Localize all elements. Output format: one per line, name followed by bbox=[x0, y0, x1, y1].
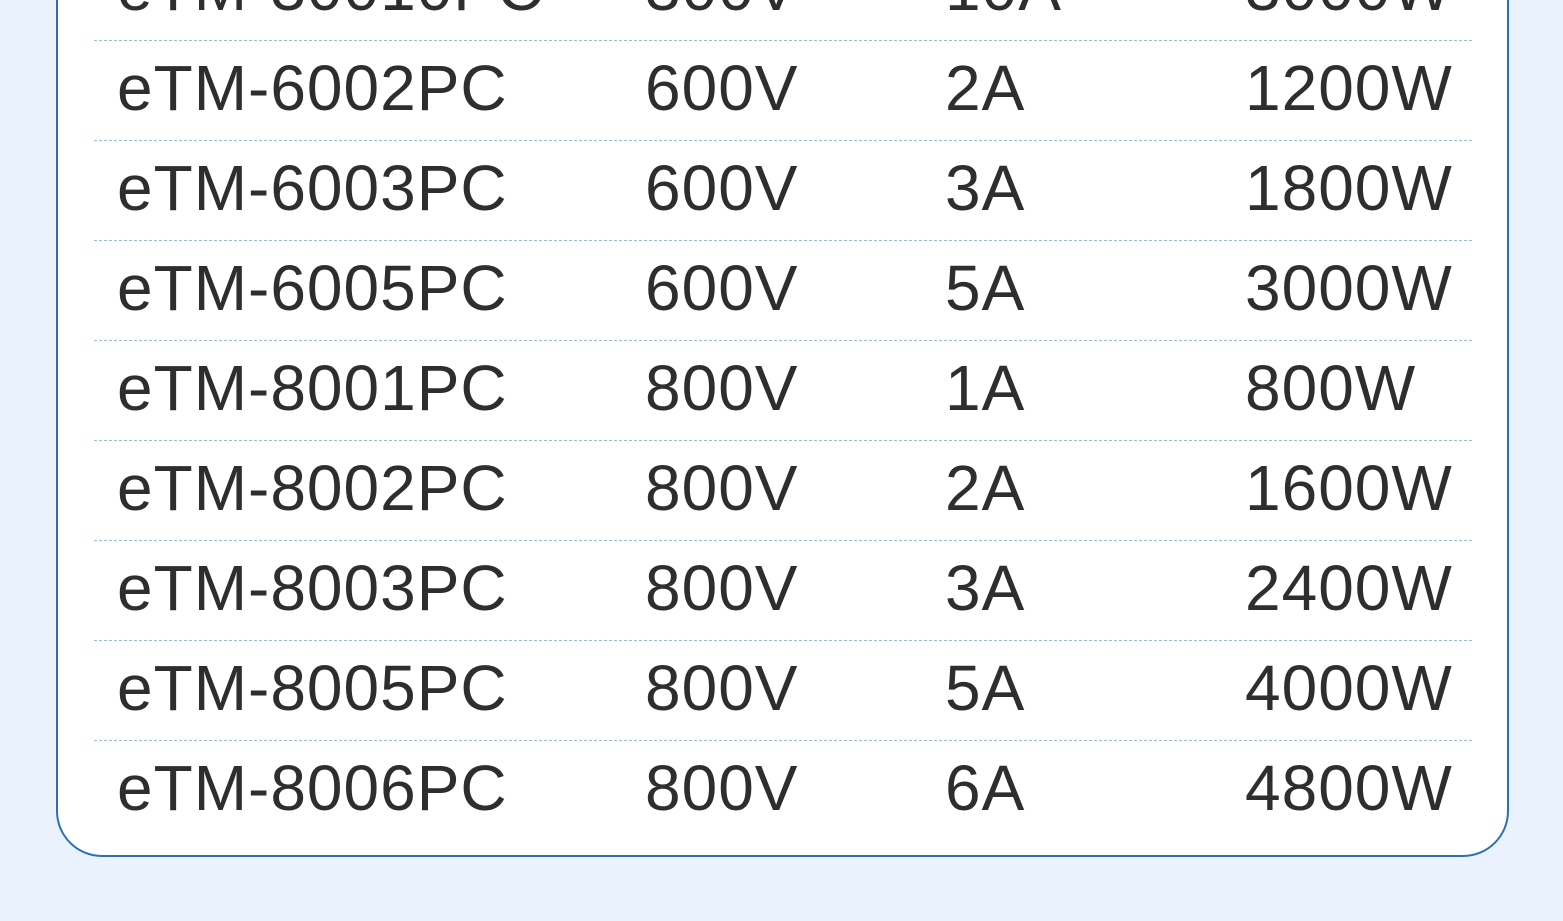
model-cell: eTM-8003PC bbox=[117, 552, 508, 624]
table-row: eTM-8003PC 800V 3A 2400W bbox=[94, 540, 1472, 641]
current-cell: 5A bbox=[945, 652, 1026, 724]
table-row: eTM-6003PC 600V 3A 1800W bbox=[94, 140, 1472, 241]
model-cell: eTM-8002PC bbox=[117, 452, 508, 524]
model-cell: eTM-6003PC bbox=[117, 152, 508, 224]
current-cell: 5A bbox=[945, 252, 1026, 324]
power-cell: 1200W bbox=[1245, 52, 1453, 124]
model-cell: eTM-8001PC bbox=[117, 352, 508, 424]
voltage-cell: 600V bbox=[645, 52, 799, 124]
voltage-cell: 800V bbox=[645, 552, 799, 624]
current-cell: 2A bbox=[945, 52, 1026, 124]
table-row: eTM-30010PC 300V 10A 3000W bbox=[94, 0, 1472, 41]
voltage-cell: 800V bbox=[645, 352, 799, 424]
table-row: eTM-8006PC 800V 6A 4800W bbox=[94, 740, 1472, 840]
model-cell: eTM-6005PC bbox=[117, 252, 508, 324]
model-cell: eTM-8006PC bbox=[117, 752, 508, 824]
power-cell: 2400W bbox=[1245, 552, 1453, 624]
voltage-cell: 800V bbox=[645, 652, 799, 724]
power-cell: 4000W bbox=[1245, 652, 1453, 724]
current-cell: 6A bbox=[945, 752, 1026, 824]
current-cell: 2A bbox=[945, 452, 1026, 524]
power-cell: 3000W bbox=[1245, 0, 1453, 40]
voltage-cell: 600V bbox=[645, 252, 799, 324]
power-cell: 1800W bbox=[1245, 152, 1453, 224]
table-row: eTM-8001PC 800V 1A 800W bbox=[94, 340, 1472, 441]
table-row: eTM-6002PC 600V 2A 1200W bbox=[94, 40, 1472, 141]
current-cell: 10A bbox=[945, 0, 1062, 40]
model-cell: eTM-8005PC bbox=[117, 652, 508, 724]
voltage-cell: 800V bbox=[645, 452, 799, 524]
power-cell: 3000W bbox=[1245, 252, 1453, 324]
voltage-cell: 300V bbox=[645, 0, 798, 40]
model-cell: eTM-30010PC bbox=[117, 0, 544, 40]
spec-table-card: eTM-30010PC 300V 10A 3000W eTM-6002PC 600V 2A 1… bbox=[56, 0, 1509, 857]
table-row: eTM-6005PC 600V 5A 3000W bbox=[94, 240, 1472, 341]
power-cell: 4800W bbox=[1245, 752, 1453, 824]
table-row: eTM-8002PC 800V 2A 1600W bbox=[94, 440, 1472, 541]
model-cell: eTM-6002PC bbox=[117, 52, 508, 124]
power-cell: 1600W bbox=[1245, 452, 1453, 524]
voltage-cell: 800V bbox=[645, 752, 799, 824]
current-cell: 3A bbox=[945, 152, 1026, 224]
voltage-cell: 600V bbox=[645, 152, 799, 224]
table-row: eTM-8005PC 800V 5A 4000W bbox=[94, 640, 1472, 741]
power-cell: 800W bbox=[1245, 352, 1417, 424]
current-cell: 3A bbox=[945, 552, 1026, 624]
current-cell: 1A bbox=[945, 352, 1026, 424]
